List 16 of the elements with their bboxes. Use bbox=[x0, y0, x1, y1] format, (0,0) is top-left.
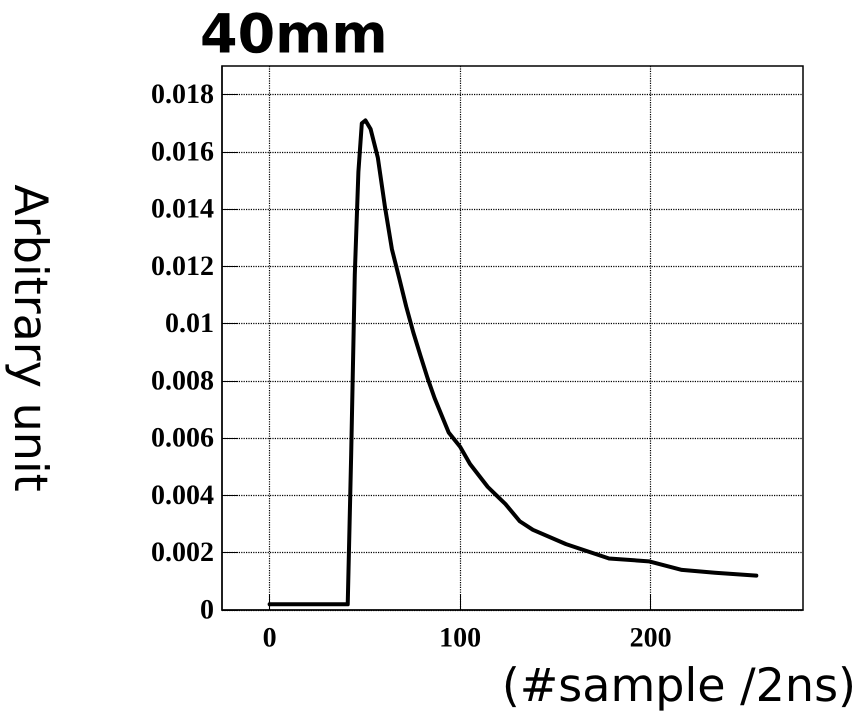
y-axis-title: Arbitrary unit bbox=[4, 184, 58, 492]
x-tick-label: 200 bbox=[630, 622, 672, 654]
x-axis-title: (#sample /2ns) bbox=[502, 658, 856, 712]
chart-title: 40mm bbox=[200, 2, 388, 66]
y-tick-label: 0.012 bbox=[151, 250, 214, 282]
y-tick-label: 0.004 bbox=[151, 480, 214, 511]
y-tick-label: 0.006 bbox=[151, 422, 214, 454]
x-tick-label: 0 bbox=[262, 622, 277, 654]
y-tick-label: 0.008 bbox=[151, 365, 214, 396]
y-tick-label: 0.016 bbox=[151, 136, 214, 168]
y-tick-label: 0.002 bbox=[151, 537, 214, 568]
y-tick-label: 0.01 bbox=[165, 308, 214, 340]
x-tick-label: 100 bbox=[439, 622, 482, 654]
y-tick-label: 0.018 bbox=[151, 79, 214, 110]
y-tick-label: 0 bbox=[200, 594, 214, 626]
y-tick-label: 0.014 bbox=[151, 194, 214, 225]
